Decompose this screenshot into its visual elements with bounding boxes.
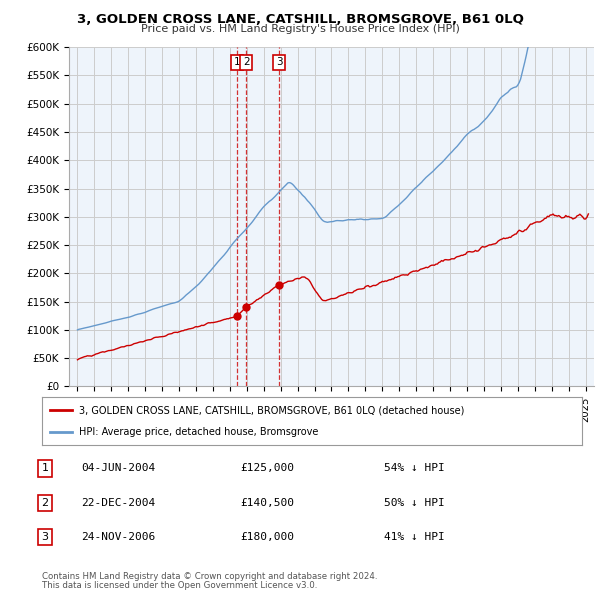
Text: 3: 3 [275,57,283,67]
Text: 1: 1 [234,57,241,67]
Text: Contains HM Land Registry data © Crown copyright and database right 2024.: Contains HM Land Registry data © Crown c… [42,572,377,581]
Text: £180,000: £180,000 [240,532,294,542]
Text: 04-JUN-2004: 04-JUN-2004 [81,464,155,473]
Text: 1: 1 [41,464,49,473]
Text: 50% ↓ HPI: 50% ↓ HPI [384,498,445,507]
Text: 3: 3 [41,532,49,542]
Text: 22-DEC-2004: 22-DEC-2004 [81,498,155,507]
Text: This data is licensed under the Open Government Licence v3.0.: This data is licensed under the Open Gov… [42,581,317,589]
Text: Price paid vs. HM Land Registry's House Price Index (HPI): Price paid vs. HM Land Registry's House … [140,24,460,34]
Text: 2: 2 [41,498,49,507]
Text: 3, GOLDEN CROSS LANE, CATSHILL, BROMSGROVE, B61 0LQ: 3, GOLDEN CROSS LANE, CATSHILL, BROMSGRO… [77,13,523,26]
Text: HPI: Average price, detached house, Bromsgrove: HPI: Average price, detached house, Brom… [79,427,318,437]
Text: 2: 2 [243,57,250,67]
Text: £140,500: £140,500 [240,498,294,507]
Text: 24-NOV-2006: 24-NOV-2006 [81,532,155,542]
Text: 3, GOLDEN CROSS LANE, CATSHILL, BROMSGROVE, B61 0LQ (detached house): 3, GOLDEN CROSS LANE, CATSHILL, BROMSGRO… [79,405,464,415]
Text: 41% ↓ HPI: 41% ↓ HPI [384,532,445,542]
Text: 54% ↓ HPI: 54% ↓ HPI [384,464,445,473]
Text: £125,000: £125,000 [240,464,294,473]
